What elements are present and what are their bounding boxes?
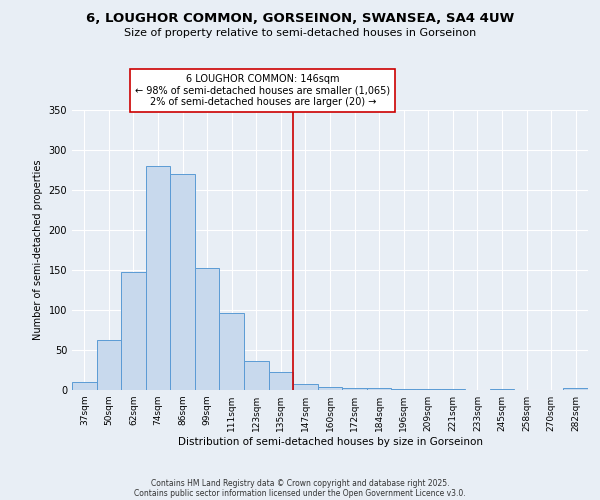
Bar: [220, 313, 244, 390]
X-axis label: Distribution of semi-detached houses by size in Gorseinon: Distribution of semi-detached houses by …: [178, 437, 482, 447]
Bar: [121, 272, 146, 390]
Bar: [367, 388, 391, 390]
Text: 6, LOUGHOR COMMON, GORSEINON, SWANSEA, SA4 4UW: 6, LOUGHOR COMMON, GORSEINON, SWANSEA, S…: [86, 12, 514, 26]
Bar: [318, 387, 342, 390]
Bar: [490, 389, 514, 390]
Bar: [440, 389, 465, 390]
Bar: [342, 388, 367, 390]
Bar: [269, 372, 293, 390]
Bar: [195, 268, 220, 390]
Bar: [293, 384, 318, 390]
Bar: [416, 389, 440, 390]
Bar: [563, 388, 588, 390]
Bar: [244, 361, 269, 390]
Bar: [72, 382, 97, 390]
Text: Contains public sector information licensed under the Open Government Licence v3: Contains public sector information licen…: [134, 488, 466, 498]
Text: Contains HM Land Registry data © Crown copyright and database right 2025.: Contains HM Land Registry data © Crown c…: [151, 478, 449, 488]
Bar: [97, 340, 121, 390]
Text: Size of property relative to semi-detached houses in Gorseinon: Size of property relative to semi-detach…: [124, 28, 476, 38]
Bar: [146, 166, 170, 390]
Bar: [170, 174, 195, 390]
Bar: [391, 389, 416, 390]
Y-axis label: Number of semi-detached properties: Number of semi-detached properties: [33, 160, 43, 340]
Text: 6 LOUGHOR COMMON: 146sqm
← 98% of semi-detached houses are smaller (1,065)
2% of: 6 LOUGHOR COMMON: 146sqm ← 98% of semi-d…: [136, 74, 391, 107]
